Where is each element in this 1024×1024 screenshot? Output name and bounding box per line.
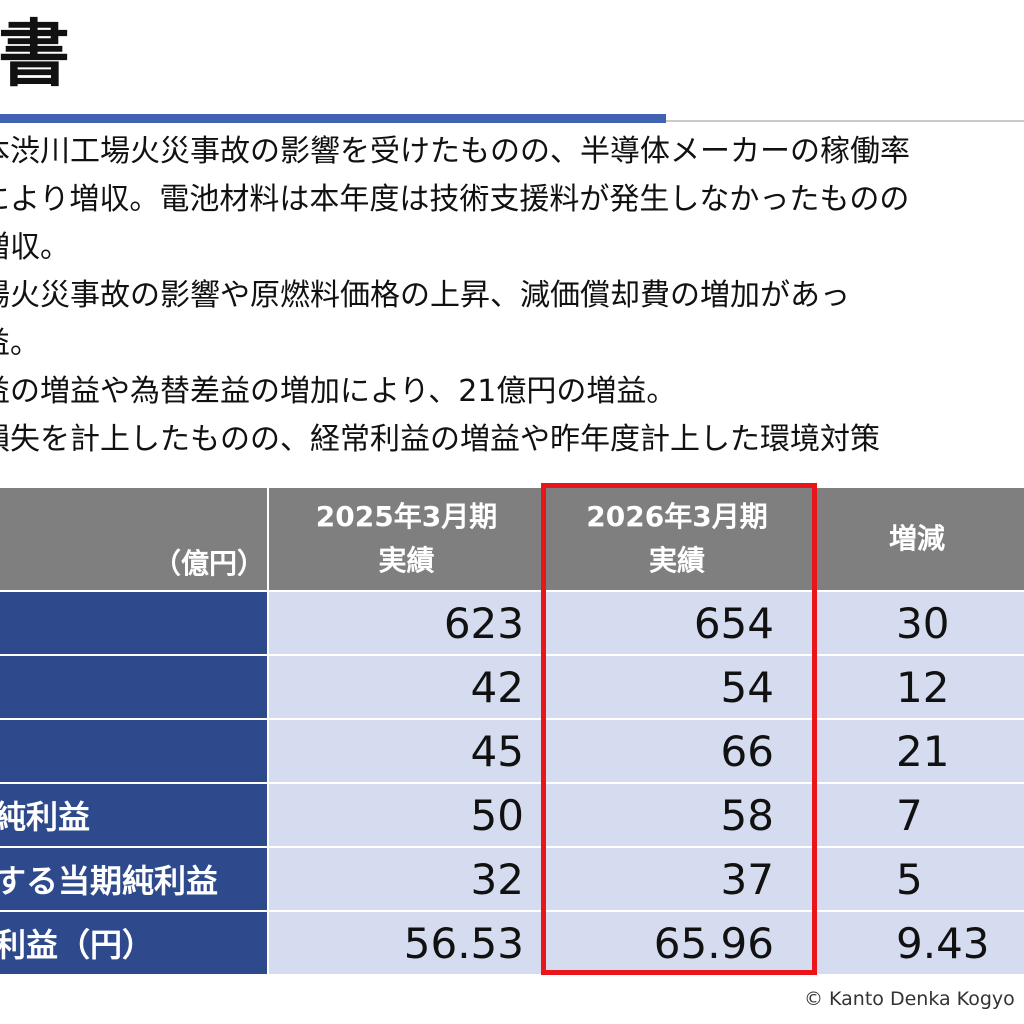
table-row: 純利益 50 58 7 [0, 782, 1024, 847]
column-header-line: 2026年3月期 [586, 500, 768, 533]
row-label: 純利益 [0, 782, 268, 847]
current-year-value: 58 [544, 782, 810, 847]
table-row: 42 54 12 [0, 654, 1024, 719]
prev-year-value: 45 [267, 718, 544, 783]
column-header-change: 増減 [810, 488, 1024, 591]
summary-line: 益の増益や為替差益の増加により、21億円の増益。 [0, 374, 677, 409]
unit-label: （億円） [0, 488, 268, 591]
change-value: 12 [810, 654, 1024, 719]
prev-year-value: 56.53 [267, 910, 544, 974]
row-label [0, 718, 268, 783]
column-header-current-year: 2026年3月期 実績 [544, 488, 810, 591]
title-underline [0, 114, 1024, 123]
row-label: する当期純利益 [0, 846, 268, 911]
summary-line: 損失を計上したものの、経常利益の増益や昨年度計上した環境対策 [0, 422, 880, 457]
prev-year-value: 42 [267, 654, 544, 719]
results-table: （億円） 2025年3月期 実績 2026年3月期 実績 増減 623 654 … [0, 488, 1024, 974]
row-label [0, 654, 268, 719]
prev-year-value: 623 [267, 590, 544, 655]
copyright-notice: © Kanto Denka Kogyo [804, 988, 1015, 1010]
summary-line: 益。 [0, 326, 40, 361]
title-underline-rule [666, 120, 1024, 122]
prev-year-value: 50 [267, 782, 544, 847]
current-year-value: 37 [544, 846, 810, 911]
prev-year-value: 32 [267, 846, 544, 911]
current-year-value: 65.96 [544, 910, 810, 974]
summary-line: 本渋川工場火災事故の影響を受けたものの、半導体メーカーの稼働率 [0, 134, 910, 169]
table-row: 45 66 21 [0, 718, 1024, 783]
title-underline-accent [0, 114, 666, 123]
column-header-line: 2025年3月期 [315, 500, 498, 533]
summary-line: により増収。電池材料は本年度は技術支援料が発生しなかったものの [0, 182, 910, 217]
table-row: 利益（円） 56.53 65.96 9.43 [0, 910, 1024, 974]
change-value: 9.43 [810, 910, 1024, 974]
change-value: 7 [810, 782, 1024, 847]
table-header-row: （億円） 2025年3月期 実績 2026年3月期 実績 増減 [0, 488, 1024, 591]
summary-line: 場火災事故の影響や原燃料価格の上昇、減価償却費の増加があっ [0, 278, 850, 313]
table-row: する当期純利益 32 37 5 [0, 846, 1024, 911]
summary-text: 本渋川工場火災事故の影響を受けたものの、半導体メーカーの稼働率 により増収。電池… [0, 128, 1024, 464]
current-year-value: 654 [544, 590, 810, 655]
column-header-line: 実績 [648, 544, 705, 577]
column-header-line: 増減 [888, 522, 945, 555]
column-header-line: 実績 [378, 544, 435, 577]
table-row: 623 654 30 [0, 590, 1024, 655]
change-value: 30 [810, 590, 1024, 655]
row-label [0, 590, 268, 655]
summary-line: 増収。 [0, 230, 70, 265]
change-value: 5 [810, 846, 1024, 911]
current-year-value: 54 [544, 654, 810, 719]
page-title: 書 [0, 12, 71, 96]
column-header-prev-year: 2025年3月期 実績 [267, 488, 544, 591]
current-year-value: 66 [544, 718, 810, 783]
change-value: 21 [810, 718, 1024, 783]
row-label: 利益（円） [0, 910, 268, 974]
